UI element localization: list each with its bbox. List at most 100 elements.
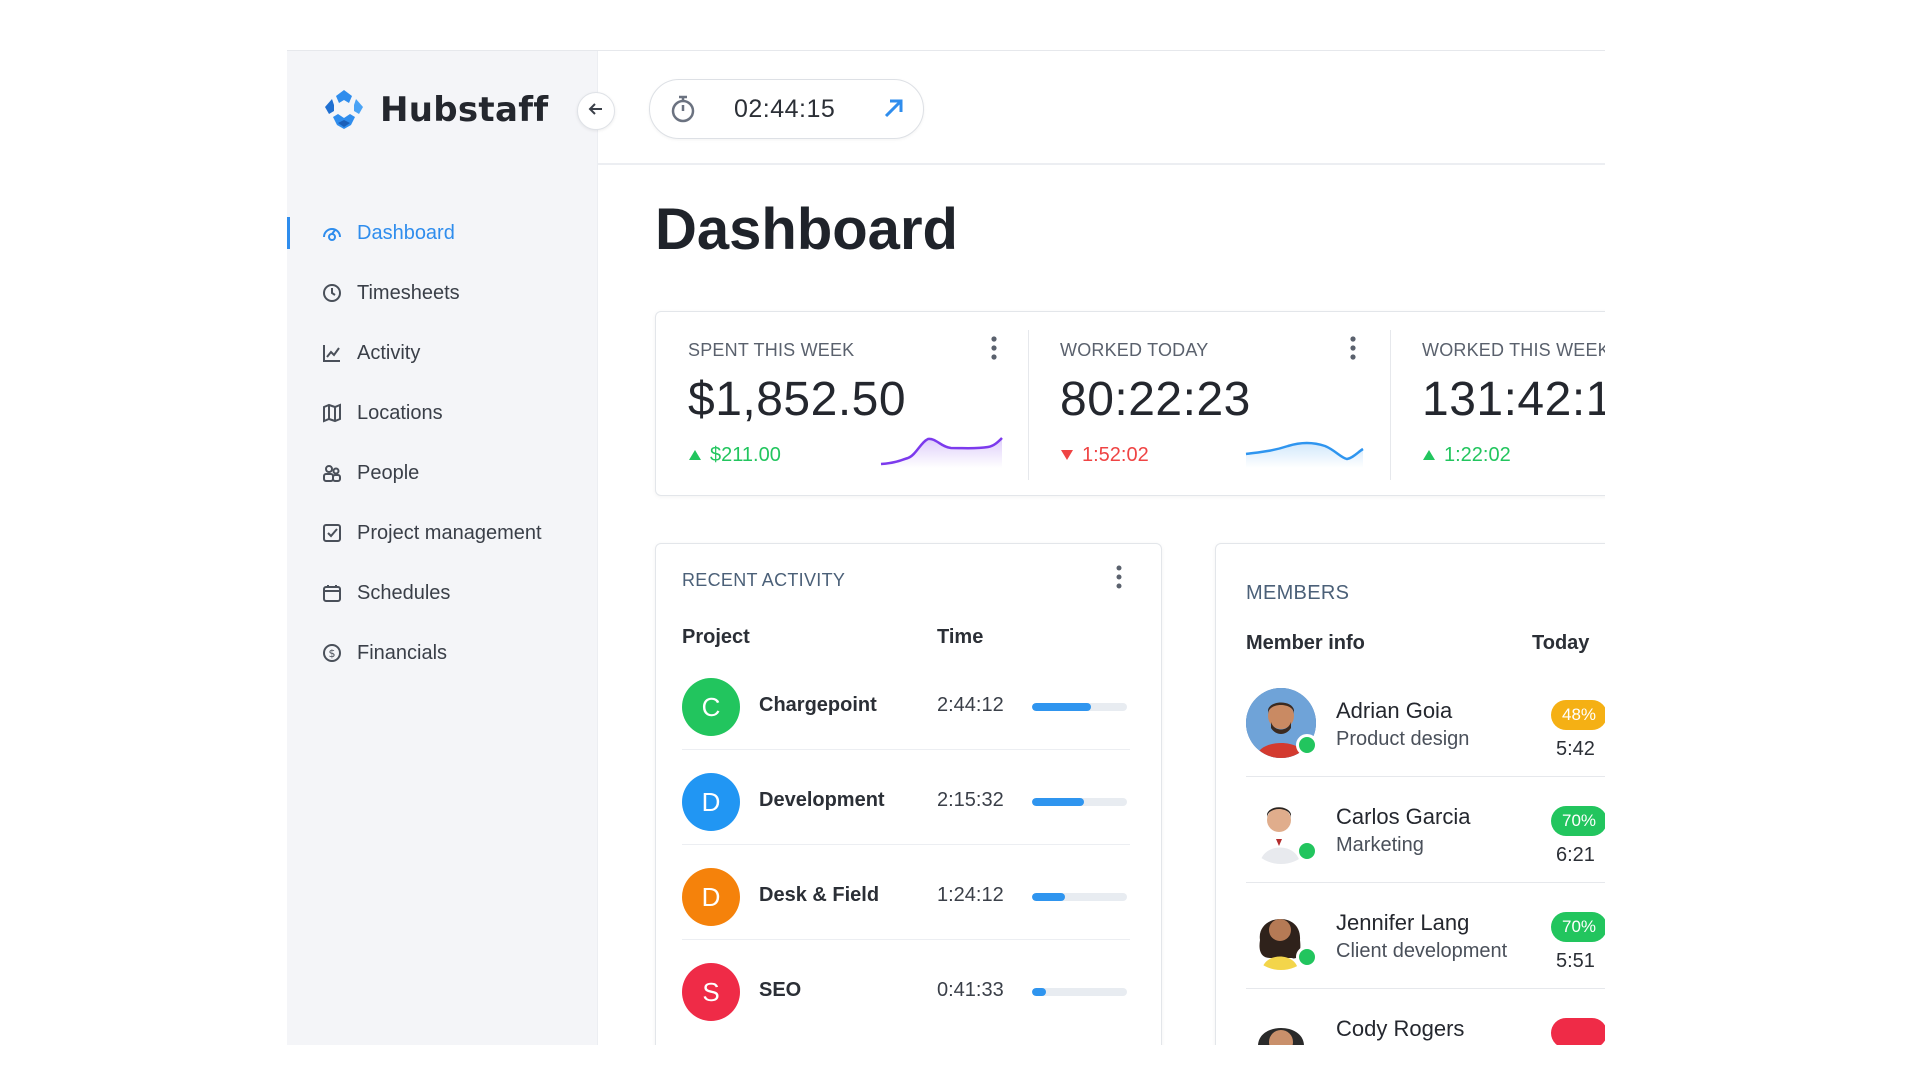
- avatar: [1246, 1006, 1316, 1045]
- project-avatar: D: [682, 773, 740, 831]
- stat-card-spent-this-week: SPENT THIS WEEK $1,852.50 $211.00: [656, 312, 1026, 495]
- stat-divider: [1028, 330, 1029, 480]
- stat-delta: 1:22:02: [1422, 444, 1511, 467]
- project-name: Development: [759, 789, 885, 811]
- sidebar-item-activity[interactable]: Activity: [287, 323, 597, 383]
- progress-bar: [1032, 893, 1127, 901]
- stat-value: $1,852.50: [688, 373, 907, 426]
- member-row[interactable]: Adrian Goia Product design 48% 5:42: [1246, 670, 1605, 777]
- members-card: MEMBERS Member info Today Adrian Goia Pr…: [1215, 543, 1605, 1045]
- sidebar-item-label: Project management: [357, 521, 542, 544]
- online-status-dot: [1296, 840, 1318, 862]
- member-time: 6:21: [1556, 844, 1595, 866]
- arrow-left-icon: [587, 100, 605, 123]
- stat-delta: 1:52:02: [1060, 444, 1149, 467]
- stat-label: SPENT THIS WEEK: [688, 340, 855, 360]
- member-row[interactable]: Carlos Garcia Marketing 70% 6:21: [1246, 776, 1605, 883]
- project-avatar: D: [682, 868, 740, 926]
- stat-value: 80:22:23: [1060, 373, 1251, 426]
- trend-up-icon: [1422, 444, 1436, 467]
- stat-card-worked-today: WORKED TODAY 80:22:23 1:52:02: [1028, 312, 1388, 495]
- sparkline-spent: [880, 437, 1003, 468]
- project-avatar: S: [682, 963, 740, 1021]
- sidebar-item-financials[interactable]: $ Financials: [287, 623, 597, 683]
- activity-badge: [1551, 1018, 1605, 1045]
- progress-fill: [1032, 893, 1066, 901]
- project-name: Chargepoint: [759, 694, 877, 716]
- more-vertical-icon: [1116, 565, 1122, 594]
- activity-badge: 70%: [1551, 912, 1605, 942]
- sidebar-item-label: People: [357, 461, 420, 484]
- activity-badge: 70%: [1551, 806, 1605, 836]
- member-role: Client development: [1336, 940, 1508, 962]
- card-menu-button[interactable]: [1116, 564, 1122, 595]
- timer-value: 02:44:15: [734, 95, 836, 123]
- dashboard-gauge-icon: [321, 222, 343, 244]
- sidebar-item-label: Locations: [357, 401, 443, 424]
- sidebar-item-label: Financials: [357, 641, 448, 664]
- checkbox-icon: [321, 522, 343, 544]
- sidebar-item-people[interactable]: People: [287, 443, 597, 503]
- card-title: MEMBERS: [1246, 582, 1350, 604]
- column-header-today: Today: [1532, 632, 1590, 654]
- online-status-dot: [1296, 734, 1318, 756]
- stat-card-worked-this-week: WORKED THIS WEEK 131:42:11 1:22:02: [1390, 312, 1605, 495]
- page-title: Dashboard: [655, 197, 958, 262]
- sidebar-item-schedules[interactable]: Schedules: [287, 563, 597, 623]
- progress-fill: [1032, 703, 1091, 711]
- calendar-icon: [321, 582, 343, 604]
- table-row[interactable]: C Chargepoint 2:44:12: [682, 654, 1130, 750]
- brand-logo[interactable]: Hubstaff: [321, 85, 548, 135]
- sidebar-item-locations[interactable]: Locations: [287, 383, 597, 443]
- sidebar-item-label: Activity: [357, 341, 421, 364]
- brand-name: Hubstaff: [380, 90, 549, 130]
- table-row[interactable]: S SEO 0:41:33: [682, 939, 1130, 1034]
- sidebar-item-timesheets[interactable]: Timesheets: [287, 263, 597, 323]
- more-vertical-icon: [1350, 336, 1356, 367]
- project-name: SEO: [759, 979, 802, 1001]
- project-avatar: C: [682, 678, 740, 736]
- timer-widget[interactable]: 02:44:15: [649, 79, 924, 139]
- member-time: 5:51: [1556, 950, 1595, 972]
- stat-menu-button[interactable]: [991, 334, 997, 368]
- progress-bar: [1032, 703, 1127, 711]
- progress-fill: [1032, 988, 1047, 996]
- project-time: 0:41:33: [937, 979, 1004, 1001]
- stat-menu-button[interactable]: [1350, 334, 1356, 368]
- open-timer-arrow-icon[interactable]: [880, 94, 908, 127]
- stopwatch-icon: [667, 93, 699, 130]
- stat-delta-value: 1:52:02: [1082, 444, 1149, 466]
- project-time: 1:24:12: [937, 884, 1004, 906]
- column-header-project: Project: [682, 626, 750, 648]
- sidebar-item-dashboard[interactable]: Dashboard: [287, 203, 597, 263]
- member-name: Jennifer Lang: [1336, 910, 1470, 935]
- sidebar-item-project-management[interactable]: Project management: [287, 503, 597, 563]
- member-name: Carlos Garcia: [1336, 804, 1471, 829]
- stat-divider: [1390, 330, 1391, 480]
- progress-fill: [1032, 798, 1085, 806]
- stat-label: WORKED THIS WEEK: [1422, 340, 1605, 360]
- progress-bar: [1032, 798, 1127, 806]
- table-row[interactable]: D Development 2:15:32: [682, 749, 1130, 845]
- project-time: 2:44:12: [937, 694, 1004, 716]
- project-time: 2:15:32: [937, 789, 1004, 811]
- member-name: Cody Rogers: [1336, 1016, 1465, 1041]
- column-header-member-info: Member info: [1246, 632, 1365, 654]
- stat-value: 131:42:11: [1422, 373, 1605, 426]
- table-row[interactable]: D Desk & Field 1:24:12: [682, 844, 1130, 940]
- card-title: RECENT ACTIVITY: [682, 570, 846, 590]
- activity-badge: 48%: [1551, 700, 1605, 730]
- member-row[interactable]: Jennifer Lang Client development 70% 5:5…: [1246, 882, 1605, 989]
- sidebar-nav: Dashboard Timesheets Activity Locations: [287, 203, 597, 683]
- member-name: Adrian Goia: [1336, 698, 1453, 723]
- sidebar: Hubstaff Dashboard Timesheets Activity: [287, 51, 598, 1045]
- app-window: Hubstaff Dashboard Timesheets Activity: [287, 50, 1605, 1045]
- column-header-time: Time: [937, 626, 984, 648]
- member-row[interactable]: Cody Rogers: [1246, 988, 1605, 1045]
- stat-delta: $211.00: [688, 444, 781, 467]
- hubstaff-logo-icon: [321, 87, 367, 133]
- collapse-sidebar-button[interactable]: [577, 92, 615, 130]
- sidebar-item-label: Timesheets: [357, 281, 460, 304]
- stat-label: WORKED TODAY: [1060, 340, 1209, 360]
- svg-text:$: $: [329, 647, 336, 660]
